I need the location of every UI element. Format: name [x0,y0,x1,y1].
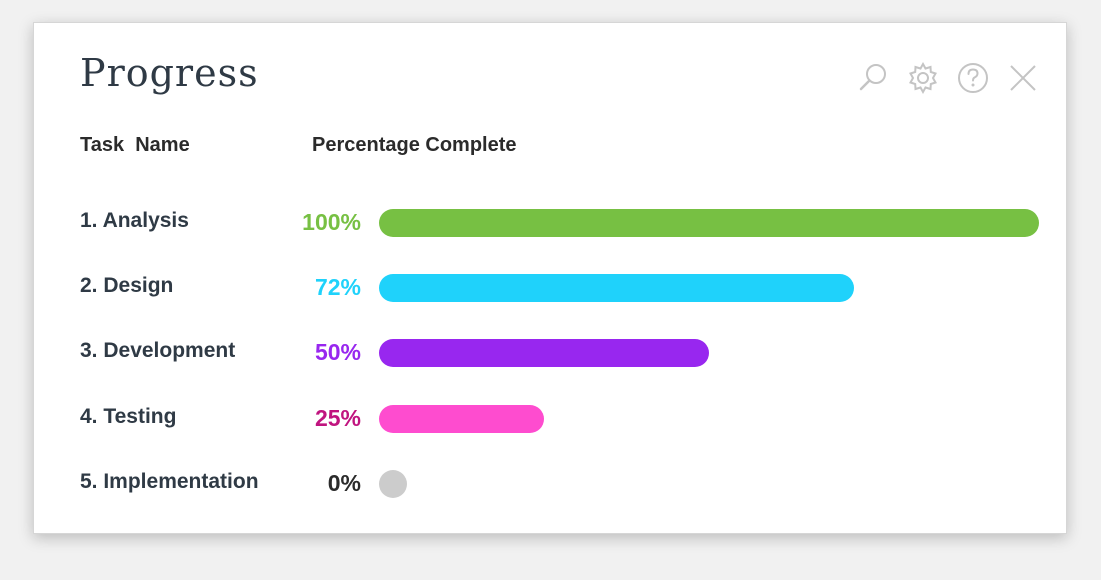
task-row-design: 2. Design 72% [34,272,1066,302]
task-row-testing: 4. Testing 25% [34,403,1066,433]
task-row-analysis: 1. Analysis 100% [34,207,1066,237]
progress-track [379,339,1039,367]
task-row-implementation: 5. Implementation 0% [34,468,1066,498]
close-button[interactable] [1004,59,1042,97]
settings-button[interactable] [904,59,942,97]
task-label: 3. Development [80,339,236,362]
search-button[interactable] [854,59,892,97]
task-percent: 0% [327,470,361,496]
help-button[interactable] [954,59,992,97]
progress-bar [379,405,544,433]
progress-bar [379,339,709,367]
task-label: 5. Implementation [80,470,259,493]
progress-track [379,405,1039,433]
progress-track [379,274,1039,302]
panel-title: Progress [80,51,259,95]
task-percent: 100% [302,209,361,235]
help-icon [958,63,988,93]
progress-panel: Progress [33,22,1067,534]
task-label: 2. Design [80,274,174,297]
task-row-development: 3. Development 50% [34,337,1066,367]
task-percent: 72% [314,274,361,300]
task-label: 1. Analysis [80,209,189,232]
gear-icon [909,61,937,95]
progress-bar [379,274,855,302]
search-icon [859,64,886,91]
column-header-percentage: Percentage Complete [312,134,517,156]
progress-track [379,470,1039,498]
progress-bar [379,470,407,498]
close-icon [1010,65,1036,91]
task-label: 4. Testing [80,405,177,428]
task-percent: 50% [314,339,361,365]
task-percent: 25% [314,405,361,431]
progress-bar [379,209,1039,237]
toolbar [854,59,1042,97]
progress-track [379,209,1039,237]
column-header-task-name: Task Name [80,134,190,156]
